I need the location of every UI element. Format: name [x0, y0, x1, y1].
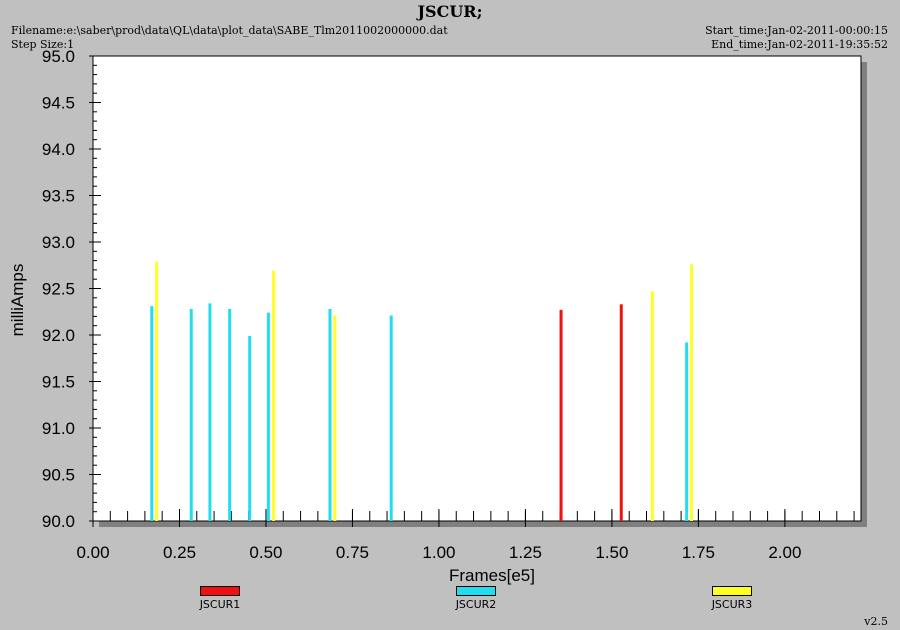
data-bar-jscur3-2: [333, 315, 337, 521]
y-tick-label: 92.5: [42, 280, 75, 299]
y-axis-label: milliAmps: [8, 264, 27, 337]
x-tick-label: 1.00: [422, 543, 455, 562]
version-label: v2.5: [864, 615, 888, 628]
data-bar-jscur3-1: [272, 270, 276, 521]
y-tick-label: 90.0: [42, 512, 75, 531]
legend-label-jscur3: JSCUR3: [711, 598, 753, 611]
y-tick-label: 93.5: [42, 187, 75, 206]
filename-label: Filename:e:\saber\prod\data\QL\data\plot…: [11, 24, 448, 37]
y-tick-label: 91.0: [42, 419, 75, 438]
step-size-label: Step Size:1: [11, 38, 75, 51]
legend-swatch-jscur3: [712, 586, 752, 596]
chart-title: JSCUR;: [417, 2, 483, 21]
x-tick-label: 2.00: [768, 543, 801, 562]
y-tick-label: 90.5: [42, 466, 75, 485]
data-bar-jscur3-0: [155, 261, 159, 521]
data-bar-jscur2-5: [266, 312, 270, 521]
legend-swatch-jscur2: [456, 586, 496, 596]
plot-area: [92, 55, 862, 522]
data-bar-jscur2-0: [150, 306, 154, 521]
legend-label-jscur2: JSCUR2: [455, 598, 497, 611]
x-tick-label: 0.00: [76, 543, 109, 562]
y-tick-label: 91.5: [42, 373, 75, 392]
x-tick-label: 0.50: [249, 543, 282, 562]
legend-item-jscur1: JSCUR1: [180, 586, 260, 611]
y-tick-label: 94.5: [42, 94, 75, 113]
legend-item-jscur3: JSCUR3: [692, 586, 772, 611]
end-time-label: End_time:Jan-02-2011-19:35:52: [711, 38, 888, 51]
data-bar-jscur2-7: [389, 315, 393, 521]
data-bar-jscur2-3: [228, 308, 232, 521]
x-tick-label: 0.75: [336, 543, 369, 562]
data-bar-jscur2-8: [685, 342, 689, 521]
y-tick-label: 95.0: [42, 47, 75, 66]
data-bar-jscur3-4: [689, 264, 693, 521]
x-tick-label: 1.25: [509, 543, 542, 562]
x-tick-label: 1.50: [595, 543, 628, 562]
data-bar-jscur1-1: [619, 304, 623, 521]
data-bar-jscur2-1: [189, 308, 193, 521]
data-bar-jscur3-3: [650, 291, 654, 521]
y-tick-label: 94.0: [42, 140, 75, 159]
start-time-label: Start_time:Jan-02-2011-00:00:15: [705, 24, 888, 37]
y-tick-label: 92.0: [42, 326, 75, 345]
data-bar-jscur2-6: [328, 308, 332, 521]
legend-item-jscur2: JSCUR2: [436, 586, 516, 611]
legend-label-jscur1: JSCUR1: [199, 598, 241, 611]
legend-swatch-jscur1: [200, 586, 240, 596]
data-bar-jscur2-2: [208, 303, 212, 521]
data-bar-jscur2-4: [248, 335, 252, 521]
x-tick-label: 0.25: [163, 543, 196, 562]
x-axis-label: Frames[e5]: [449, 566, 535, 585]
x-tick-label: 1.75: [682, 543, 715, 562]
data-bar-jscur1-0: [559, 309, 563, 521]
y-tick-label: 93.0: [42, 233, 75, 252]
